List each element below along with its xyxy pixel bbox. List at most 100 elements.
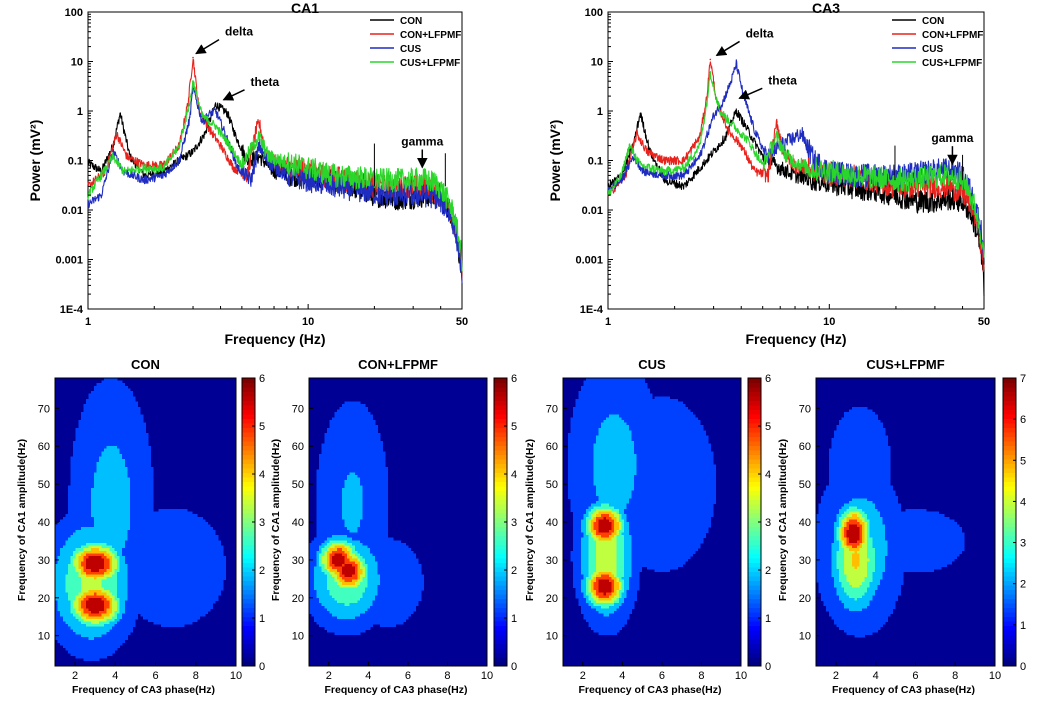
heatmap-cell <box>99 598 102 601</box>
heatmap-cell <box>94 640 97 643</box>
heatmap-cell <box>140 548 143 551</box>
heatmap-cell <box>215 543 218 546</box>
heatmap-cell <box>312 551 315 554</box>
heatmap-cell <box>94 402 97 405</box>
heatmap-cell <box>65 642 68 645</box>
heatmap-cell <box>182 538 185 541</box>
heatmap-cell <box>127 621 130 624</box>
heatmap-cell <box>65 629 68 632</box>
heatmap-cell <box>138 485 141 488</box>
heatmap-cell <box>96 590 99 593</box>
heatmap-cell <box>89 420 92 423</box>
heatmap-cell <box>83 504 86 507</box>
heatmap-cell <box>109 606 112 609</box>
heatmap-cell <box>138 407 141 410</box>
heatmap-cell <box>83 438 86 441</box>
heatmap-cell <box>143 548 146 551</box>
heatmap-cell <box>107 480 110 483</box>
heatmap-cell <box>107 559 110 562</box>
heatmap-cell <box>99 394 102 397</box>
heatmap-cell <box>127 483 130 486</box>
heatmap-cell <box>177 593 180 596</box>
heatmap-cell <box>68 527 71 530</box>
heatmap-cell <box>94 632 97 635</box>
heatmap-cell <box>114 567 117 570</box>
heatmap-cell <box>166 540 169 543</box>
heatmap-cell <box>202 572 205 575</box>
heatmap-cell <box>96 627 99 630</box>
heatmap-cell <box>322 535 325 538</box>
heatmap-cell <box>68 621 71 624</box>
heatmap-cell <box>138 470 141 473</box>
heatmap-cell <box>91 504 94 507</box>
heatmap-cell <box>73 498 76 501</box>
heatmap-cell <box>117 642 120 645</box>
heatmap-cell <box>127 553 130 556</box>
heatmap-cell <box>73 593 76 596</box>
heatmap-cell <box>138 603 141 606</box>
heatmap-cell <box>65 645 68 648</box>
heatmap-cell <box>317 621 320 624</box>
heatmap-cell <box>109 548 112 551</box>
heatmap-cell <box>158 606 161 609</box>
heatmap-cell <box>314 561 317 564</box>
heatmap-cell <box>89 457 92 460</box>
heatmap-cell <box>96 580 99 583</box>
heatmap-cell <box>133 417 136 420</box>
heatmap-cell <box>317 559 320 562</box>
heatmap-cell <box>65 530 68 533</box>
heatmap-cell <box>63 621 66 624</box>
peak-point-con-1 <box>215 104 217 106</box>
heatmap-cell <box>200 614 203 617</box>
heatmap-cell <box>102 632 105 635</box>
heatmap-cell <box>156 522 159 525</box>
heatmap-cell <box>135 420 138 423</box>
heatmap-cell <box>169 522 172 525</box>
heatmap-cell <box>127 559 130 562</box>
heatmap-cell <box>107 391 110 394</box>
heatmap-cell <box>135 423 138 426</box>
heatmap-cell <box>125 475 128 478</box>
heatmap-cell <box>151 567 154 570</box>
heatmap-cell <box>76 436 79 439</box>
heatmap-cell <box>130 564 133 567</box>
heatmap-cell <box>73 619 76 622</box>
heatmap-cell <box>125 415 128 418</box>
heatmap-cell <box>99 388 102 391</box>
heatmap-cell <box>120 640 123 643</box>
heatmap-cell <box>81 415 84 418</box>
heatmap-cell <box>319 475 322 478</box>
heatmap-cell <box>117 506 120 509</box>
heatmap-cell <box>60 580 63 583</box>
heatmap-cell <box>109 517 112 520</box>
heatmap-cell <box>78 532 81 535</box>
heatmap-cell <box>138 527 141 530</box>
heatmap-cell <box>117 640 120 643</box>
heatmap-cell <box>76 430 79 433</box>
heatmap-cell <box>205 535 208 538</box>
heatmap-cell <box>94 627 97 630</box>
heatmap-cell <box>135 532 138 535</box>
heatmap-cell <box>91 648 94 651</box>
heatmap-cell <box>120 637 123 640</box>
heatmap-cell <box>125 567 128 570</box>
heatmap-cell <box>146 546 149 549</box>
heatmap-cell <box>83 517 86 520</box>
heatmap-cell <box>148 454 151 457</box>
y-tick-label: 1E-4 <box>60 304 84 316</box>
heatmap-cell <box>171 585 174 588</box>
heatmap-cell <box>169 593 172 596</box>
heatmap-cell <box>86 653 89 656</box>
heatmap-cell <box>174 514 177 517</box>
heatmap-cell <box>130 491 133 494</box>
heatmap-cell <box>148 614 151 617</box>
heatmap-cell <box>104 598 107 601</box>
heatmap-cell <box>114 420 117 423</box>
heatmap-cell <box>138 574 141 577</box>
heatmap-cell <box>135 496 138 499</box>
heatmap-cell <box>94 409 97 412</box>
heatmap-cell <box>107 525 110 528</box>
heatmap-cell <box>133 538 136 541</box>
heatmap-cell <box>166 517 169 520</box>
heatmap-cell <box>122 580 125 583</box>
